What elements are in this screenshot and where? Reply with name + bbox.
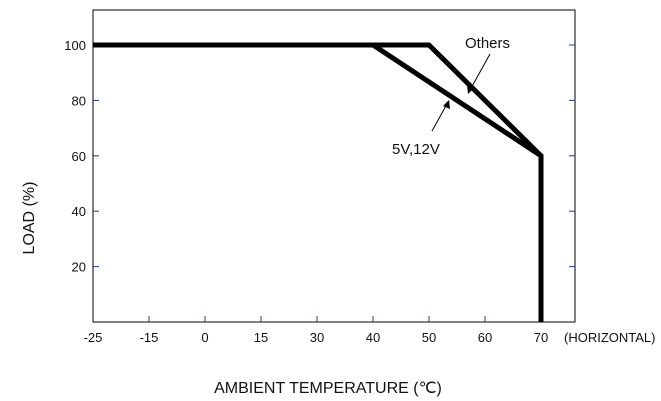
y-tick-label: 40 — [72, 204, 86, 219]
y-axis-title: LOAD (%) — [21, 182, 38, 255]
x-unit-note: (HORIZONTAL) — [564, 330, 655, 345]
x-tick-label: 30 — [310, 330, 324, 345]
x-tick-label: 40 — [366, 330, 380, 345]
series-line-1 — [93, 42, 544, 322]
others-arrow — [469, 53, 491, 91]
x-axis-title: AMBIENT TEMPERATURE (℃) — [214, 380, 442, 397]
v512-arrow — [431, 103, 448, 132]
y-tick-label: 80 — [72, 93, 86, 108]
y-tick-label: 100 — [64, 38, 86, 53]
y-tick-label: 60 — [72, 149, 86, 164]
x-tick-label: -25 — [84, 330, 103, 345]
series-line-0 — [93, 42, 544, 322]
x-tick-label: 15 — [254, 330, 268, 345]
x-tick-label: 70 — [534, 330, 548, 345]
others-arrowhead — [467, 85, 474, 94]
x-tick-label: 50 — [422, 330, 436, 345]
plot-frame — [92, 9, 576, 323]
right-axis-ticks — [569, 44, 575, 268]
x-tick-label: -15 — [140, 330, 159, 345]
y-tick-label: 20 — [72, 260, 86, 275]
annotation-5v-12v: 5V,12V — [392, 141, 440, 158]
x-tick-label: 60 — [478, 330, 492, 345]
x-axis-ticks: -25 -15 0 15 30 40 50 60 70 — [84, 316, 548, 345]
annotation-others: Others — [465, 35, 510, 52]
x-tick-label: 0 — [201, 330, 208, 345]
v512-arrowhead — [443, 100, 450, 109]
y-axis-ticks: 20 40 60 80 100 — [64, 38, 99, 275]
series-lines — [93, 42, 544, 322]
